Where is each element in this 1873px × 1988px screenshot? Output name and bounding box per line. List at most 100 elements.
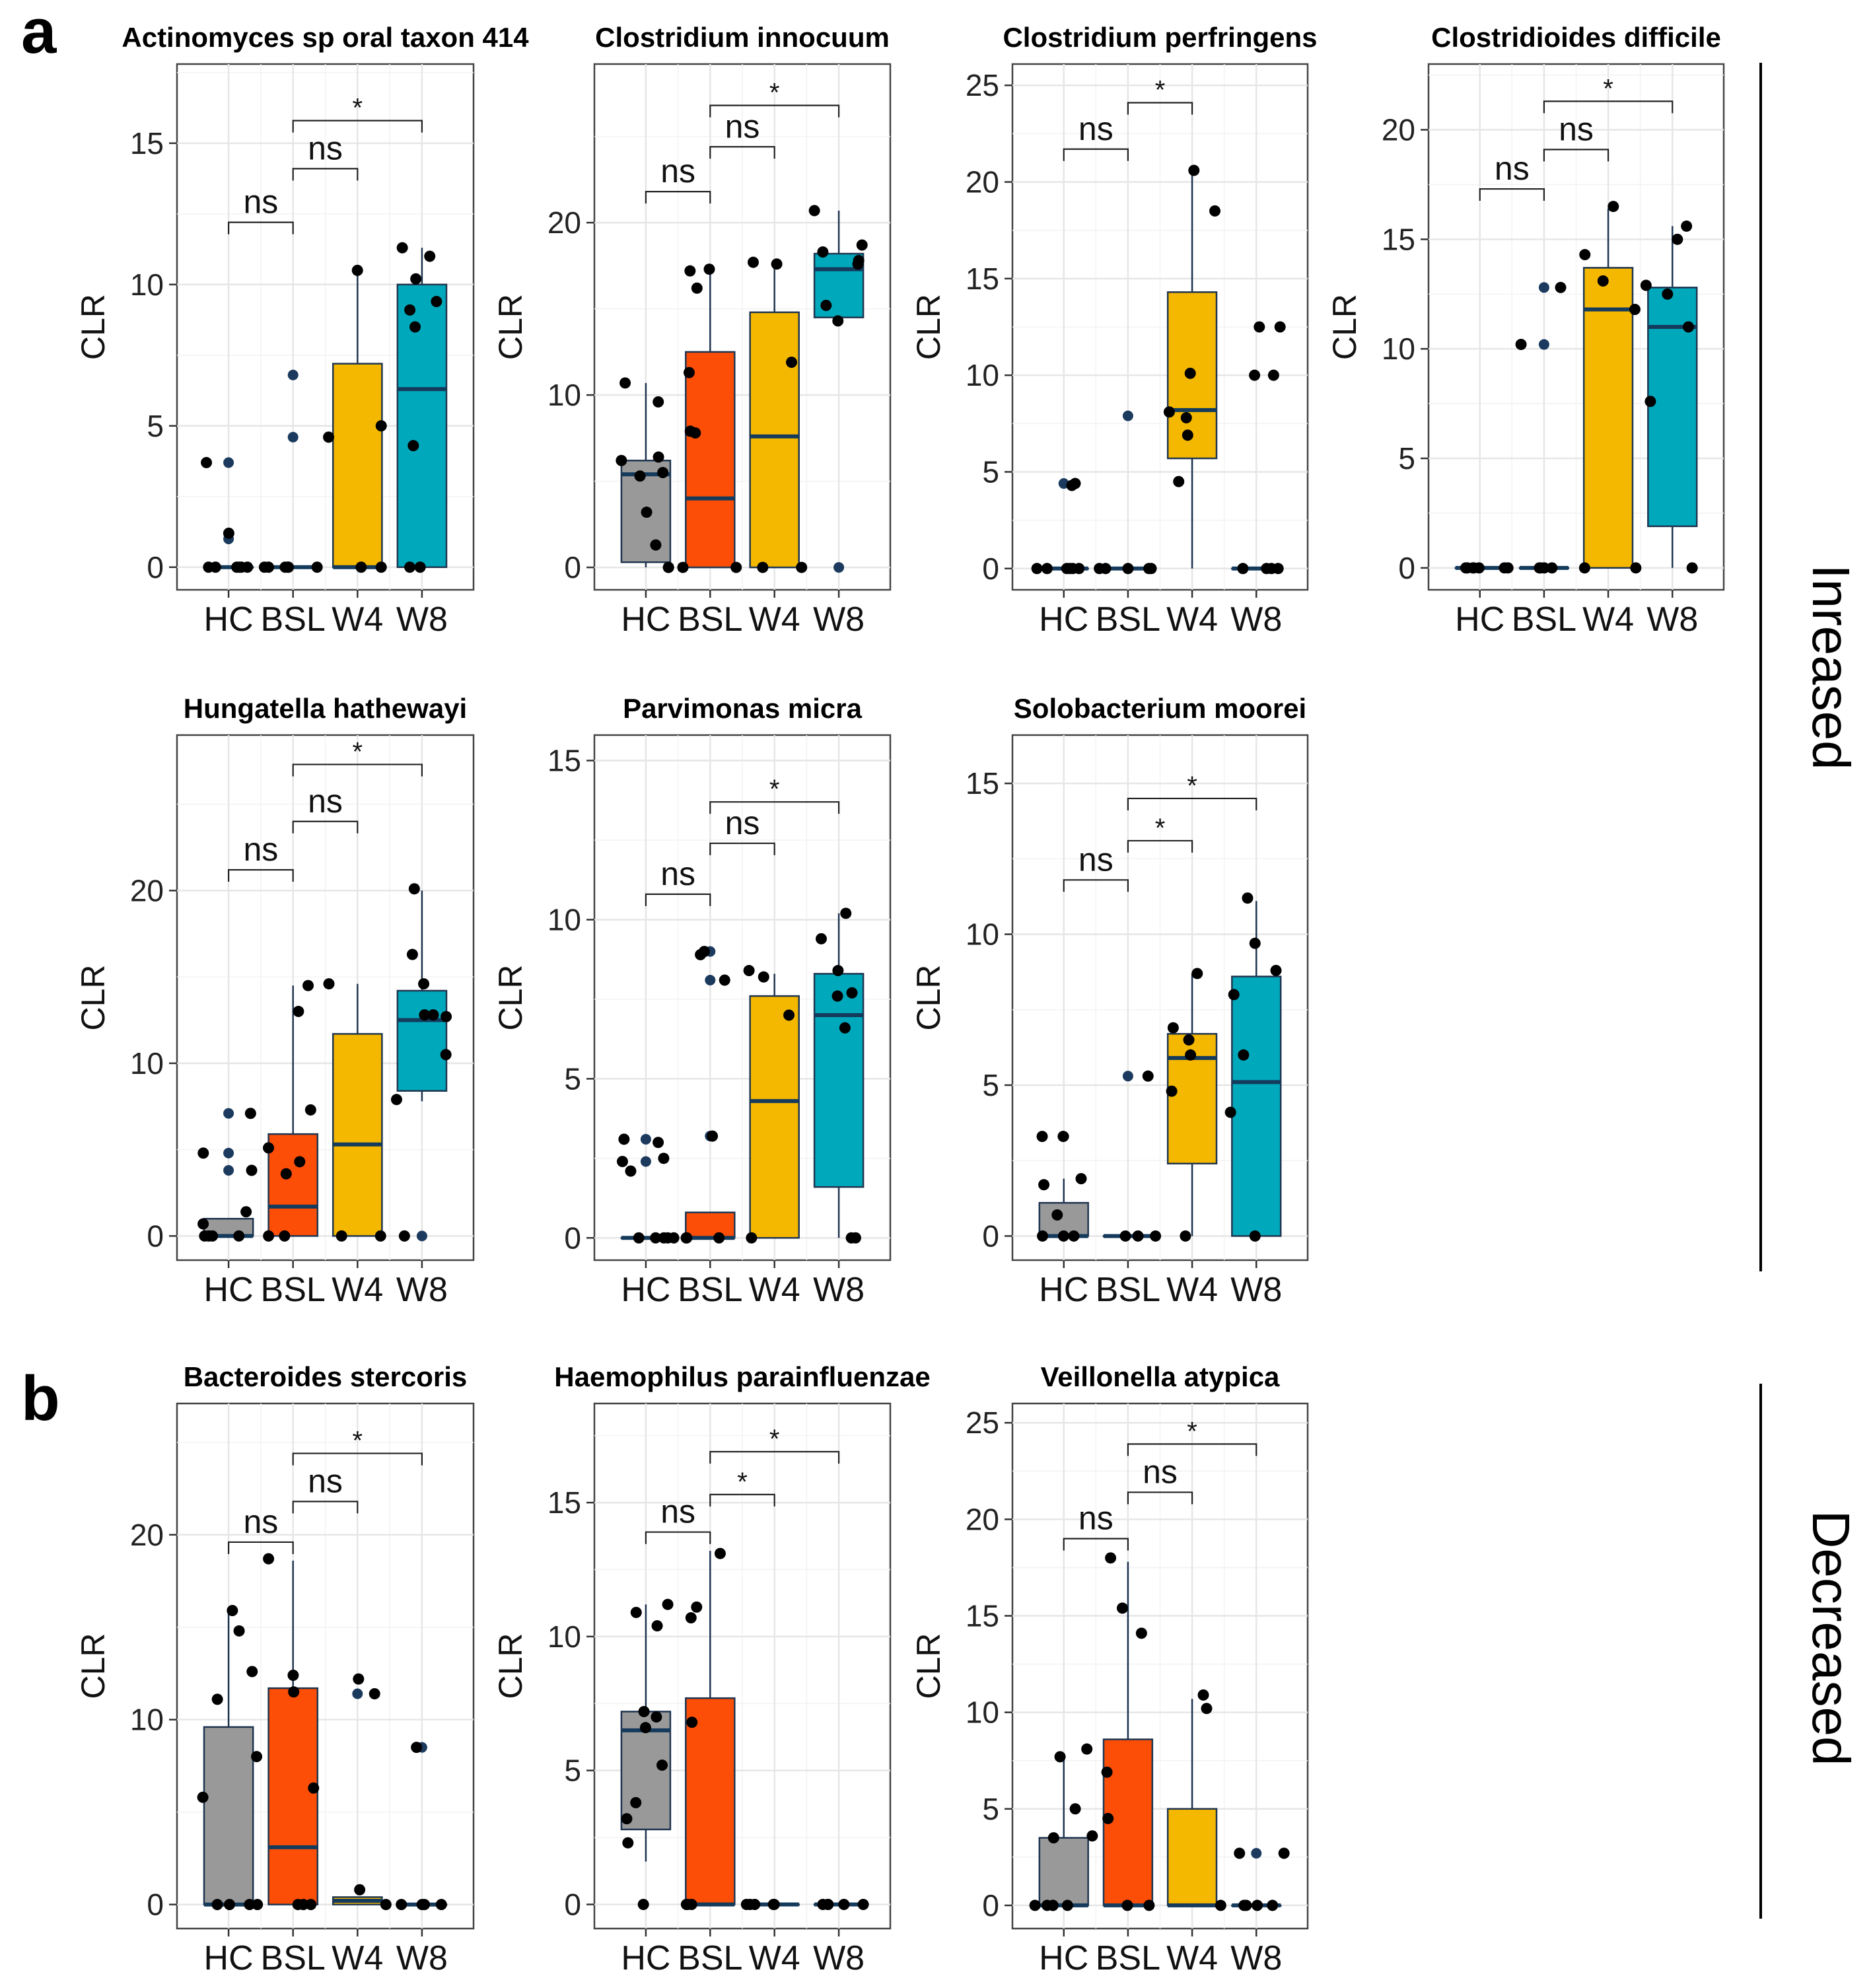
outlier-point-hc bbox=[640, 1156, 651, 1167]
y-tick-label: 15 bbox=[548, 744, 581, 778]
significance-bracket bbox=[292, 763, 423, 777]
data-point-hc bbox=[1069, 1803, 1081, 1815]
data-point-bsl bbox=[689, 427, 701, 439]
data-point-bsl bbox=[308, 1782, 320, 1794]
significance-bracket bbox=[709, 1450, 840, 1464]
y-tick-label: 10 bbox=[966, 358, 999, 392]
plot-title: Clostridioides difficile bbox=[1431, 22, 1721, 53]
significance-bracket bbox=[645, 893, 711, 906]
data-point-w4 bbox=[771, 258, 783, 270]
y-tick-label: 0 bbox=[147, 550, 164, 585]
y-tick-label: 5 bbox=[1398, 441, 1415, 476]
x-tick-label-w4: W4 bbox=[1166, 1271, 1218, 1309]
data-point-hc bbox=[233, 1230, 245, 1242]
y-tick-label: 5 bbox=[564, 1754, 581, 1788]
data-point-hc bbox=[630, 1606, 642, 1618]
y-tick-label: 20 bbox=[548, 205, 581, 240]
box-w8 bbox=[396, 283, 448, 569]
significance-label: ns bbox=[1078, 1500, 1113, 1537]
x-tick-label-bsl: BSL bbox=[678, 1271, 742, 1309]
x-tick-label-w4: W4 bbox=[332, 600, 383, 639]
significance-bracket bbox=[1127, 839, 1193, 853]
data-point-bsl bbox=[293, 1005, 304, 1017]
data-point-w4 bbox=[743, 965, 755, 977]
y-tick-label: 0 bbox=[1398, 551, 1415, 585]
data-point-w8 bbox=[396, 242, 408, 254]
data-point-w4 bbox=[1184, 367, 1196, 379]
y-tick-label: 15 bbox=[1382, 222, 1415, 256]
significance-label: ns bbox=[1078, 110, 1113, 147]
data-point-w4 bbox=[323, 978, 335, 990]
data-point-w8 bbox=[1228, 989, 1240, 1001]
data-point-bsl bbox=[1535, 562, 1547, 574]
x-tick-label-w8: W8 bbox=[396, 1271, 448, 1309]
data-point-w4 bbox=[1180, 412, 1192, 424]
plot-title: Actinomyces sp oral taxon 414 bbox=[122, 22, 529, 53]
data-point-hc bbox=[224, 1899, 236, 1911]
data-point-w8 bbox=[407, 440, 419, 452]
data-point-hc bbox=[656, 1759, 668, 1771]
x-tick-label-hc: HC bbox=[1039, 600, 1088, 639]
data-point-w8 bbox=[406, 948, 418, 960]
y-axis-label: CLR bbox=[910, 964, 947, 1030]
outlier-point-bsl bbox=[1122, 410, 1133, 421]
data-point-w8 bbox=[427, 1009, 439, 1021]
data-point-hc bbox=[633, 1232, 645, 1244]
data-point-hc bbox=[616, 454, 627, 466]
significance-bracket bbox=[1063, 148, 1129, 161]
data-point-w8 bbox=[1224, 1106, 1236, 1118]
y-axis-label: CLR bbox=[75, 964, 112, 1030]
x-tick-label-hc: HC bbox=[1039, 1939, 1088, 1977]
y-axis-label: CLR bbox=[910, 294, 947, 360]
data-point-w8 bbox=[1254, 321, 1265, 333]
data-point-bsl bbox=[304, 1104, 316, 1116]
data-point-hc bbox=[630, 1796, 642, 1808]
data-point-hc bbox=[658, 1153, 670, 1164]
significance-bracket bbox=[709, 1493, 775, 1507]
outlier-point-hc bbox=[223, 457, 234, 468]
data-point-w8 bbox=[1237, 563, 1249, 575]
data-point-hc bbox=[657, 467, 669, 479]
data-point-bsl bbox=[713, 1232, 725, 1244]
significance-label: ns bbox=[243, 831, 278, 868]
box-bsl bbox=[685, 1697, 736, 1905]
data-point-hc bbox=[1081, 1743, 1093, 1755]
data-point-hc bbox=[240, 1206, 252, 1218]
box-w8 bbox=[396, 989, 448, 1092]
data-point-hc bbox=[653, 451, 664, 463]
box-hc bbox=[203, 1726, 254, 1905]
data-point-w4 bbox=[758, 971, 769, 983]
data-point-hc bbox=[619, 377, 631, 389]
outlier-point-bsl bbox=[1538, 339, 1549, 350]
significance-bracket bbox=[1543, 149, 1609, 162]
y-tick-label: 10 bbox=[548, 378, 581, 412]
significance-label: ns bbox=[308, 1462, 343, 1499]
data-point-w8 bbox=[852, 258, 864, 270]
data-point-bsl bbox=[279, 1230, 291, 1242]
data-point-w4 bbox=[1188, 164, 1200, 176]
data-point-w8 bbox=[1238, 1049, 1250, 1061]
box-w8 bbox=[1231, 976, 1282, 1237]
x-tick-label-bsl: BSL bbox=[1512, 600, 1576, 639]
significance-label: * bbox=[353, 737, 363, 766]
data-point-w8 bbox=[849, 1232, 861, 1244]
x-tick-label-w8: W8 bbox=[1230, 1271, 1282, 1309]
data-point-w4 bbox=[757, 561, 769, 573]
data-point-hc bbox=[246, 1666, 258, 1678]
data-point-bsl bbox=[703, 264, 715, 275]
data-point-hc bbox=[1075, 1173, 1087, 1185]
data-point-w4 bbox=[1579, 249, 1591, 261]
x-tick-label-hc: HC bbox=[204, 600, 254, 639]
data-point-w8 bbox=[411, 1742, 423, 1754]
y-tick-label: 20 bbox=[130, 873, 164, 907]
significance-bracket bbox=[709, 801, 840, 814]
data-point-hc bbox=[1057, 1131, 1069, 1143]
x-tick-label-w4: W4 bbox=[332, 1939, 383, 1977]
data-point-hc bbox=[197, 1791, 209, 1803]
plot-title: Veillonella atypica bbox=[1041, 1361, 1280, 1392]
significance-label: ns bbox=[660, 153, 695, 190]
significance-bracket bbox=[1127, 1491, 1193, 1505]
significance-label: ns bbox=[725, 804, 760, 841]
data-point-w4 bbox=[1180, 1230, 1191, 1242]
